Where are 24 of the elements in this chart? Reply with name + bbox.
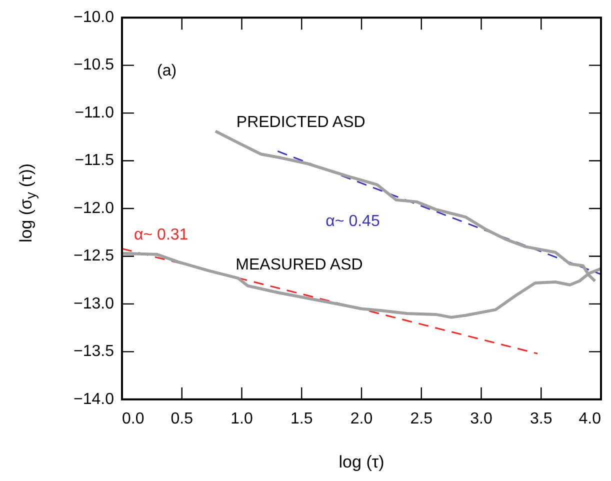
series-label: PREDICTED ASD <box>236 114 366 132</box>
y-tick-label: −10.5 <box>74 56 114 74</box>
x-tick-label: 0.0 <box>122 410 144 428</box>
y-tick-label: −12.5 <box>74 248 114 265</box>
y-tick-label: −13.5 <box>74 343 114 360</box>
y-tick-label: −12.0 <box>74 200 114 217</box>
x-tick-label: 2.0 <box>350 410 373 428</box>
series-label: α~ 0.45 <box>326 213 380 230</box>
y-tick-label: −10.0 <box>74 9 114 26</box>
x-tick-label: 3.0 <box>470 410 492 428</box>
y-tick-label: −13.0 <box>74 295 114 312</box>
series-label: MEASURED ASD <box>236 256 363 274</box>
x-tick-label: 1.5 <box>290 410 313 428</box>
x-axis-title: log (τ) <box>338 452 384 472</box>
x-tick-label: 3.5 <box>530 410 552 428</box>
x-tick-label: 0.5 <box>170 410 194 428</box>
y-tick-label: −14.0 <box>74 390 114 408</box>
y-tick-label: −11.5 <box>74 152 114 170</box>
annotation: (a) <box>157 62 177 80</box>
x-tick-label: 2.5 <box>410 410 433 428</box>
x-tick-label: 1.0 <box>230 410 253 428</box>
series-label: α~ 0.31 <box>134 226 188 244</box>
y-tick-label: −11.0 <box>74 104 114 122</box>
x-tick-label: 4.0 <box>578 410 602 428</box>
